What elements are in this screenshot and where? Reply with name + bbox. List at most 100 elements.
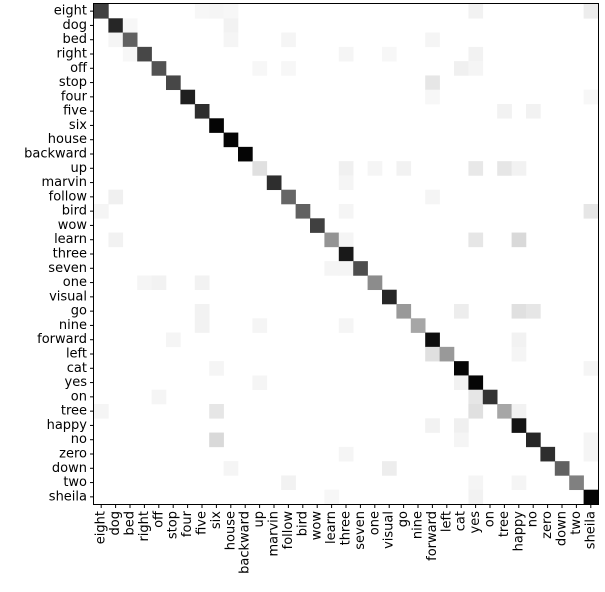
y-tick-label-yes: yes [65,375,88,390]
cell-bed-follow [281,32,296,48]
x-tick-label-dog: dog [108,511,123,535]
cell-off-cat [454,61,469,76]
cell-marvin-three [338,175,354,191]
y-tick-label-off: off [70,61,88,76]
cell-off-up [252,61,268,76]
x-tick-label-no: no [526,511,541,527]
x-tick-label-nine: nine [411,511,426,539]
y-tick-label-wow: wow [58,218,88,233]
cell-marvin-marvin [266,175,282,191]
y-tick-label-left: left [66,347,87,362]
cell-up-three [338,161,354,176]
x-tick-label-yes: yes [468,511,483,534]
cell-bed-dog [108,32,124,48]
cell-two-happy [511,475,527,491]
cell-cat-six [209,361,224,376]
cell-two-two [569,475,584,491]
cell-five-no [526,104,541,119]
x-tick-label-go: go [396,511,411,527]
cell-go-happy [511,304,527,319]
cell-no-sheila [583,432,599,448]
cell-tree-six [209,404,224,419]
cell-yes-yes [468,375,484,391]
x-tick-label-follow: follow [281,511,296,550]
y-tick-label-bird: bird [62,204,87,219]
cell-up-up [252,161,268,176]
y-tick-label-learn: learn [54,232,87,247]
y-tick-label-house: house [48,132,87,147]
x-tick-label-bed: bed [123,511,138,536]
cell-nine-nine [410,318,426,333]
cell-down-visual [382,461,397,476]
x-tick-label-bird: bird [295,511,310,536]
cell-off-yes [468,61,484,76]
cell-forward-forward [425,332,440,348]
x-tick-label-backward: backward [238,511,253,574]
cell-forward-happy [511,332,527,348]
cell-one-five [194,275,210,291]
y-tick-label-six: six [69,118,87,133]
cell-left-left [439,346,455,362]
cell-happy-cat [454,418,469,433]
y-tick-label-no: no [71,432,87,447]
cell-bed-house [223,32,239,48]
cell-seven-seven [353,261,368,276]
y-tick-label-five: five [63,104,87,119]
cell-learn-dog [108,232,124,248]
cell-bird-sheila [583,204,599,219]
cell-left-forward [425,346,440,362]
cell-nine-up [252,318,268,333]
cell-sheila-yes [468,489,484,505]
cell-zero-sheila [583,446,599,462]
cell-zero-three [338,446,354,462]
y-tick-label-down: down [52,461,87,476]
cell-happy-forward [425,418,440,433]
cell-yes-cat [454,375,469,391]
cell-bed-forward [425,32,440,48]
y-tick-label-one: one [63,275,87,290]
cell-off-follow [281,61,296,76]
y-tick-label-backward: backward [24,147,87,162]
y-tick-label-go: go [71,304,87,319]
y-tick-label-marvin: marvin [41,175,87,190]
y-tick-label-stop: stop [59,75,87,90]
y-tick-label-happy: happy [47,418,88,433]
y-tick-label-visual: visual [49,289,87,304]
x-tick-label-happy: happy [511,511,526,552]
cell-left-happy [511,346,527,362]
cell-on-on [482,389,498,405]
y-tick-label-two: two [63,475,87,490]
cell-learn-happy [511,232,527,248]
cell-cat-cat [454,361,469,376]
x-tick-label-zero: zero [540,511,555,539]
cell-no-six [209,432,224,448]
x-tick-label-up: up [252,511,267,528]
cell-seven-three [338,261,354,276]
cell-up-one [367,161,383,176]
y-tick-label-four: four [61,89,88,104]
cell-on-off [151,389,167,405]
cell-on-yes [468,389,484,405]
cell-five-tree [497,104,512,119]
x-tick-label-tree: tree [497,511,512,537]
cell-four-forward [425,89,440,105]
cell-eight-eight [94,4,109,19]
cell-tree-happy [511,404,527,419]
cell-zero-zero [540,446,556,462]
cell-bird-eight [94,204,109,219]
cell-six-six [209,118,224,133]
y-tick-label-up: up [71,161,88,176]
cell-sheila-learn [324,489,340,505]
cell-forward-stop [166,332,181,348]
x-tick-label-three: three [339,511,354,545]
cell-learn-learn [324,232,340,248]
cell-stop-forward [425,75,440,91]
y-tick-label-bed: bed [62,32,87,47]
cell-off-off [151,61,167,76]
x-tick-label-cat: cat [454,511,469,531]
x-tick-label-sheila: sheila [583,511,598,549]
x-tick-label-one: one [367,511,382,535]
cell-go-five [194,304,210,319]
cell-stop-stop [166,75,181,91]
